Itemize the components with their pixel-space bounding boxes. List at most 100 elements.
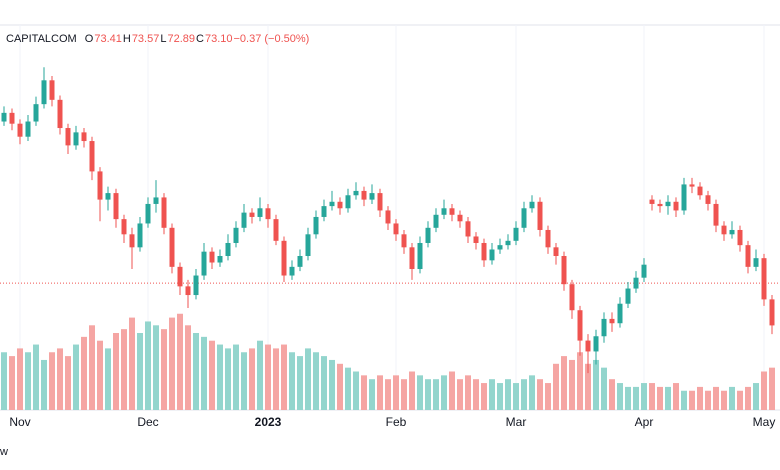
volume-bar: [265, 344, 271, 410]
candle-body: [257, 208, 263, 217]
candle-body: [457, 214, 463, 222]
candle-body: [561, 256, 567, 285]
volume-bar: [281, 344, 287, 410]
candle-body: [81, 132, 87, 142]
candle-body: [553, 247, 559, 256]
volume-bar: [241, 352, 247, 410]
volume-bar: [321, 356, 327, 410]
volume-bar: [633, 386, 639, 410]
volume-bar: [593, 359, 599, 410]
candle-body: [201, 251, 207, 276]
x-tick-label: Mar: [506, 415, 527, 429]
volume-bar: [689, 390, 695, 410]
volume-bar: [137, 333, 143, 410]
x-tick-label: Apr: [635, 415, 654, 429]
volume-bar: [369, 379, 375, 410]
volume-bar: [481, 383, 487, 410]
volume-bar: [177, 313, 183, 410]
candle-body: [345, 195, 351, 209]
volume-bar: [409, 371, 415, 410]
volume-bar: [697, 386, 703, 410]
candle-body: [153, 197, 159, 204]
candle-body: [289, 266, 295, 276]
volume-bar: [457, 379, 463, 410]
volume-bar: [257, 340, 263, 410]
volume-bar: [185, 325, 191, 410]
volume-bar: [9, 356, 15, 410]
volume-bar: [105, 348, 111, 410]
volume-bar: [249, 348, 255, 410]
candle-body: [529, 201, 535, 209]
volume-bar: [41, 359, 47, 410]
candle-body: [417, 242, 423, 270]
candle-body: [377, 193, 383, 211]
volume-bar: [89, 325, 95, 410]
volume-bar: [17, 348, 23, 410]
candle-body: [425, 227, 431, 243]
volume-bar: [465, 375, 471, 410]
candle-body: [465, 221, 471, 237]
legend-value: 73.10: [204, 33, 233, 45]
volume-bar: [577, 352, 583, 410]
volume-bar: [489, 379, 495, 410]
candle-body: [73, 132, 79, 146]
volume-bar: [657, 386, 663, 410]
volume-bar: [665, 386, 671, 410]
candle-body: [753, 258, 759, 267]
candle-body: [625, 288, 631, 304]
candle-body: [209, 251, 215, 263]
candle-body: [521, 208, 527, 228]
symbol: CAPITALCOM: [6, 33, 77, 45]
volume-bar: [569, 359, 575, 410]
volume-bar: [289, 352, 295, 410]
volume-bar: [713, 386, 719, 410]
volume-bar: [537, 379, 543, 410]
volume-bar: [473, 379, 479, 410]
candle-body: [225, 242, 231, 256]
volume-bar: [745, 386, 751, 410]
volume-bar: [721, 390, 727, 410]
volume-bar: [25, 352, 31, 410]
candle-body: [641, 264, 647, 278]
volume-bar: [729, 386, 735, 410]
volume-bar: [169, 317, 175, 410]
volume-bar: [705, 390, 711, 410]
volume-bar: [81, 336, 87, 410]
candle-body: [577, 310, 583, 341]
volume-bar: [337, 363, 343, 410]
candle-body: [185, 286, 191, 296]
candle-body: [737, 229, 743, 246]
candle-body: [633, 277, 639, 289]
volume-bar: [585, 363, 591, 410]
volume-bar: [217, 344, 223, 410]
candle-body: [361, 190, 367, 200]
volume-bar: [329, 359, 335, 410]
volume-bar: [553, 363, 559, 410]
volume-bar: [425, 379, 431, 410]
candle-body: [25, 121, 31, 137]
candle-body: [657, 203, 663, 207]
volume-bar: [361, 375, 367, 410]
volume-bar: [193, 333, 199, 410]
volume-bar: [113, 333, 119, 410]
candle-body: [593, 336, 599, 352]
volume-bar: [297, 356, 303, 410]
x-tick-label: May: [753, 415, 776, 429]
candle-body: [545, 229, 551, 248]
candle-body: [265, 208, 271, 220]
volume-bar: [121, 329, 127, 410]
x-tick-label: 2023: [255, 415, 282, 429]
candle-body: [1, 112, 7, 122]
candle-body: [121, 219, 127, 235]
candle-body: [337, 201, 343, 209]
volume-bar: [417, 375, 423, 410]
volume-bar: [737, 390, 743, 410]
volume-bar: [1, 352, 7, 410]
candle-body: [297, 256, 303, 267]
volume-bar: [561, 356, 567, 410]
volume-bar: [497, 383, 503, 410]
volume-bar: [753, 383, 759, 410]
volume-bar: [393, 375, 399, 410]
candle-body: [57, 99, 63, 129]
